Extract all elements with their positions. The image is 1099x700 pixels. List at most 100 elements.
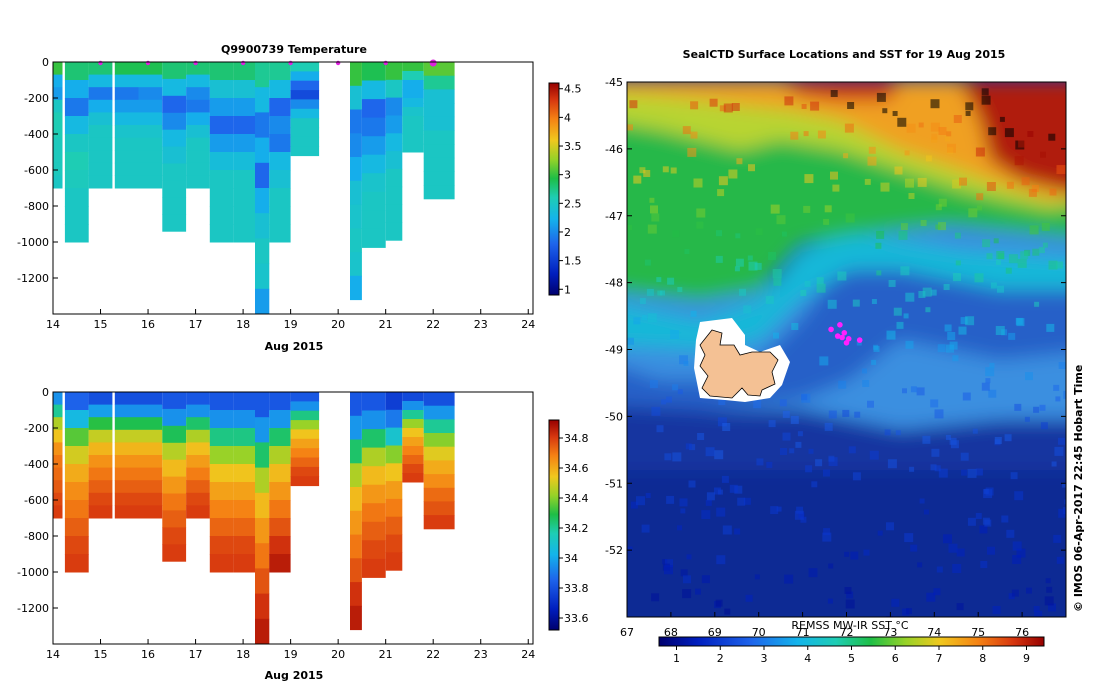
profile-cell [138, 99, 163, 113]
sst-pixel [975, 513, 982, 519]
profile-cell [385, 62, 403, 81]
sst-pixel [1028, 188, 1037, 197]
profile-cell [290, 457, 320, 468]
sst-pixel [716, 230, 722, 237]
sst-pixel [1026, 587, 1032, 594]
profile-cell [423, 474, 455, 489]
profile-cell [385, 463, 403, 482]
profile-cell [64, 428, 89, 447]
sst-pixel [817, 130, 826, 139]
sst-lat-axis: -45 -46 -47 -48 -49 -50 -51 -52 [605, 76, 1066, 557]
sst-pixel [776, 506, 782, 512]
profile-cell [385, 79, 403, 99]
sst-pixel [828, 455, 835, 462]
sst-map-title: SealCTD Surface Locations and SST for 19… [683, 48, 1006, 61]
profile-cell [350, 204, 362, 229]
profile-cell [209, 554, 234, 573]
y-tick-label: -800 [24, 200, 49, 213]
profile-cell [88, 455, 113, 469]
sst-pixel [647, 224, 657, 234]
sst-pixel [647, 313, 657, 323]
sst-pixel [944, 324, 952, 332]
sst-pixel [961, 469, 968, 476]
lon-tick-label: 72 [840, 626, 854, 639]
sst-pixel [923, 509, 929, 515]
profile-cell [255, 238, 270, 265]
sst-pixel [719, 105, 726, 112]
salinity-panel: 14 15 16 17 18 19 20 21 22 23 24 0 -200 -400 -600 -800… [17, 386, 588, 682]
colorbar-tick-label: 3.5 [564, 140, 582, 153]
profile-cell [138, 137, 163, 151]
x-tick-label: 14 [46, 648, 60, 661]
profile-cell [64, 464, 89, 483]
profile-cell [402, 143, 424, 153]
profile-cell [269, 500, 291, 519]
profile-cell [361, 80, 386, 100]
profile-cell [53, 99, 63, 113]
sst-pixel [905, 292, 915, 302]
profile-cell [162, 163, 187, 181]
sst-pixel [1014, 491, 1024, 501]
sst-pixel [651, 213, 660, 222]
profile-cell [255, 467, 270, 494]
profile-cell [269, 134, 291, 153]
sst-pixel [902, 608, 910, 616]
sst-pixel [753, 400, 762, 409]
profile-cell [361, 136, 386, 156]
profile-cell [402, 473, 424, 483]
sst-pixel [709, 98, 718, 107]
sst-pixel [854, 411, 861, 418]
profile-cell [255, 417, 270, 443]
profile-cell [186, 150, 210, 164]
profile-cell [233, 446, 255, 465]
sst-pixel [685, 443, 692, 450]
profile-cell [138, 62, 163, 76]
profile-cell [233, 98, 255, 117]
sst-pixel [633, 175, 642, 184]
sst-pixel [705, 447, 715, 457]
sst-pixel [895, 430, 901, 436]
profile-cell [269, 80, 291, 99]
profile-cell [88, 112, 113, 126]
profile-cell [423, 185, 455, 200]
sst-pixel [721, 475, 729, 483]
profile-cell [114, 87, 139, 101]
profile-cell [385, 151, 403, 170]
sst-pixel [682, 589, 692, 599]
sst-pixel [843, 153, 849, 159]
sst-pixel [756, 458, 764, 466]
profile-cell [361, 503, 386, 523]
sst-colorbar-tick-label: 9 [1023, 652, 1030, 665]
salinity-y-axis: 0 -200 -400 -600 -800 -1000 -1200 [17, 386, 58, 615]
sst-colorbar-tick-label: 4 [804, 652, 811, 665]
profile-cell [350, 415, 362, 441]
profile-cell [290, 127, 320, 138]
sst-pixel [773, 277, 782, 286]
profile-cell [88, 417, 113, 431]
sst-pixel [677, 389, 683, 395]
sst-pixel [979, 525, 988, 534]
profile-cell [88, 492, 113, 506]
sst-pixel [714, 450, 724, 460]
sst-pixel [1033, 406, 1040, 413]
sst-pixel [982, 517, 990, 525]
sst-pixel [930, 464, 937, 471]
sst-pixel [805, 465, 813, 473]
profile-marker [288, 60, 293, 66]
profile-cell [233, 80, 255, 99]
sst-pixel [910, 386, 917, 393]
profile-cell [290, 448, 320, 459]
profile-cell [138, 442, 163, 456]
sst-pixel [1016, 548, 1026, 558]
sst-pixel [781, 231, 787, 237]
seal-position-marker [839, 334, 845, 341]
profile-cell [186, 417, 210, 431]
sst-pixel [884, 429, 891, 436]
colorbar-tick-label: 34.4 [564, 492, 589, 505]
sst-pixel [946, 344, 954, 353]
profile-cell [114, 137, 139, 151]
x-tick-label: 23 [474, 318, 488, 331]
sst-pixel [935, 224, 941, 230]
sst-pixel [649, 380, 658, 389]
profile-cell [88, 162, 113, 176]
